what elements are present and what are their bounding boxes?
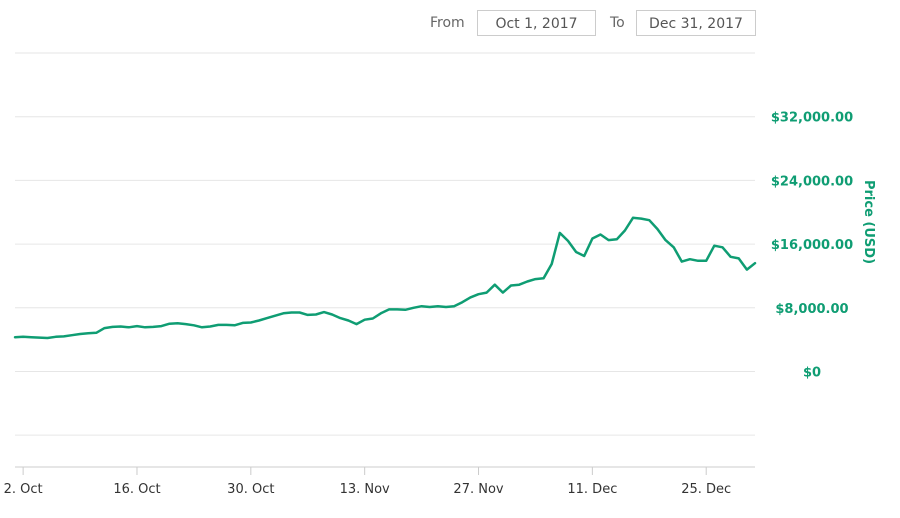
from-label: From [430, 15, 465, 31]
x-tick-label: 25. Dec [681, 482, 731, 497]
y-axis-ticks: $0 $8,000.00 $16,000.00 $24,000.00 $32,000.0… [771, 111, 853, 381]
to-label: To [610, 15, 625, 31]
x-tick-label: 13. Nov [340, 482, 390, 497]
grid-lines [15, 52, 755, 436]
y-tick-label: $32,000.00 [771, 111, 853, 126]
x-axis-ticks: 2. Oct 16. Oct 30. Oct 13. Nov 27. Nov 11. De… [4, 467, 731, 497]
x-tick-label: 2. Oct [4, 482, 43, 497]
y-tick-label: $24,000.00 [771, 174, 853, 189]
from-date-input[interactable]: Oct 1, 2017 [477, 10, 596, 36]
date-range-selector: From Oct 1, 2017 To Dec 31, 2017 [0, 10, 900, 38]
x-tick-label: 16. Oct [113, 482, 160, 497]
y-axis-title: Price (USD) [861, 180, 876, 264]
x-tick-label: 11. Dec [567, 482, 617, 497]
series-group [13, 216, 757, 340]
y-tick-label: $8,000.00 [775, 302, 848, 317]
y-tick-label: $0 [803, 365, 821, 380]
price-series-line [13, 216, 757, 340]
to-date-input[interactable]: Dec 31, 2017 [636, 10, 756, 36]
x-tick-label: 30. Oct [227, 482, 274, 497]
y-tick-label: $16,000.00 [771, 238, 853, 253]
x-tick-label: 27. Nov [453, 482, 503, 497]
